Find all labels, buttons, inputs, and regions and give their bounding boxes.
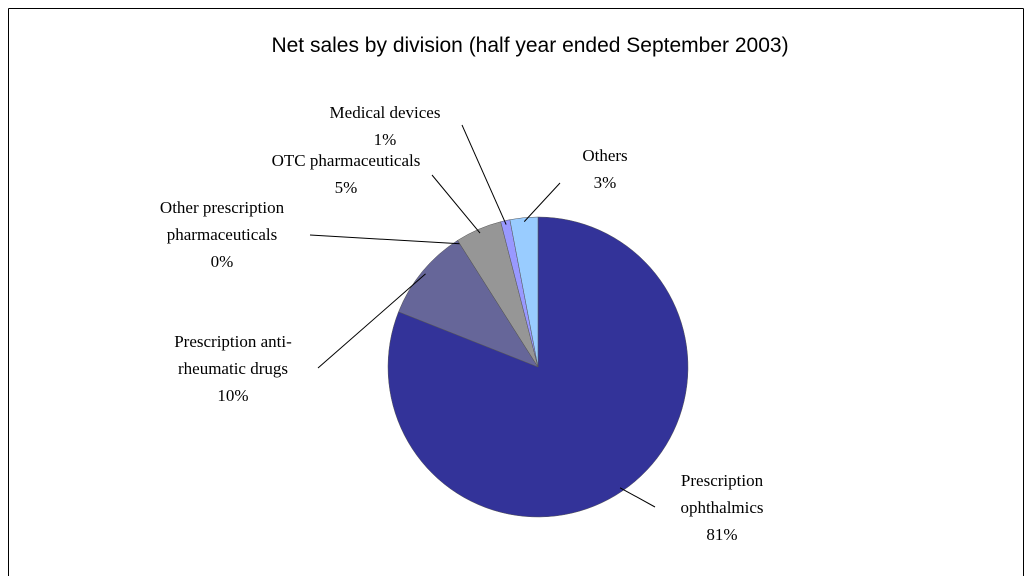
value-label: 10% [217, 386, 249, 405]
value-label: 81% [706, 525, 738, 544]
leader-line [309, 234, 460, 245]
slice-label: Prescription ophthalmics [680, 471, 764, 517]
leader-line [619, 487, 656, 508]
leader-line [523, 182, 561, 222]
slice-label: Other prescription pharmaceuticals [159, 198, 285, 244]
leader-line [431, 174, 481, 234]
pie-slice [398, 240, 539, 368]
slice-label: OTC pharmaceuticals [271, 151, 421, 170]
leader-line [461, 124, 507, 225]
value-label: 5% [334, 178, 358, 197]
value-label: 0% [210, 252, 234, 271]
value-label: 3% [593, 173, 617, 192]
pie-slice [509, 216, 539, 368]
leader-line [317, 273, 426, 369]
chart-title: Net sales by division (half year ended S… [271, 34, 789, 57]
slice-label: Others [582, 146, 628, 165]
slice-label: Medical devices [329, 103, 441, 122]
slice-label: Prescription anti- rheumatic drugs [174, 332, 292, 378]
value-label: 1% [373, 130, 397, 149]
